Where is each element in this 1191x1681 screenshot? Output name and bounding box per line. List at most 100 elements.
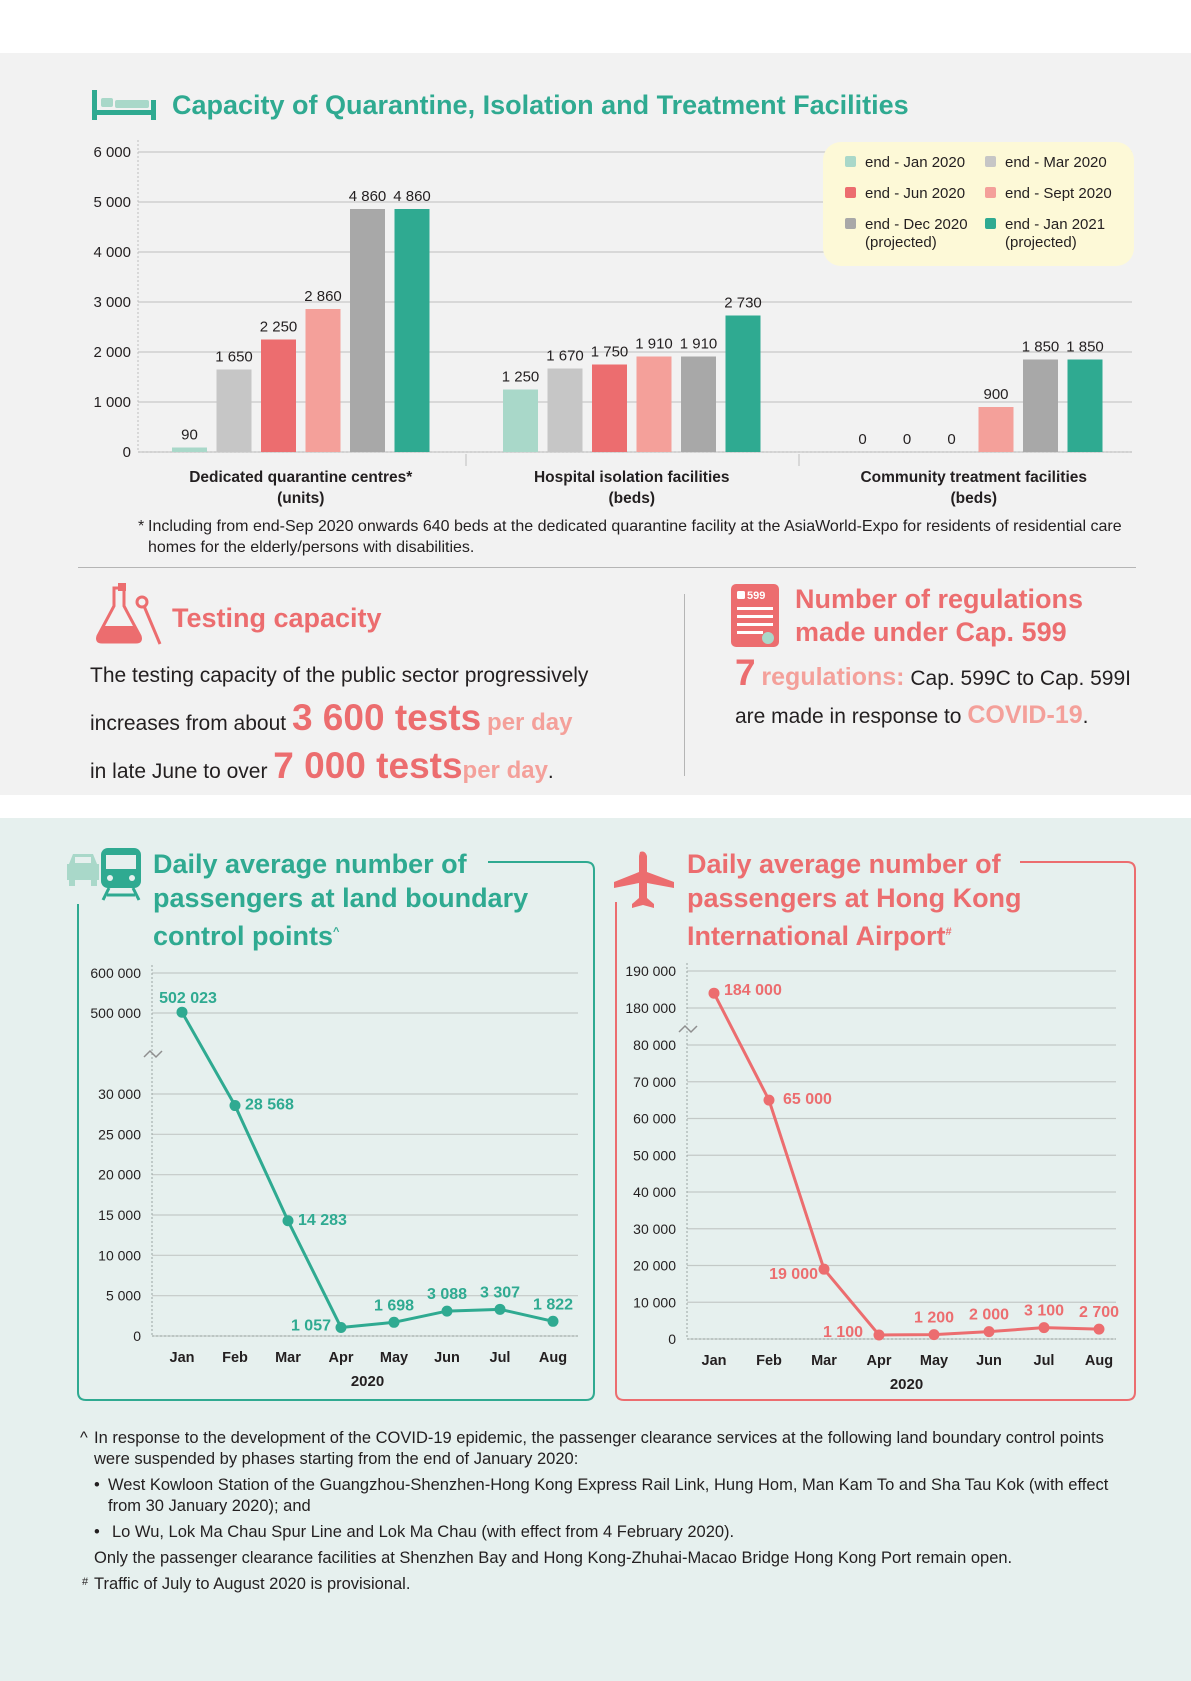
footnote-marker: * xyxy=(138,518,145,535)
x-tick-label: Apr xyxy=(867,1353,892,1369)
y-tick-label: 5 000 xyxy=(106,1288,141,1304)
horizontal-divider xyxy=(78,567,1136,568)
x-tick-label: May xyxy=(380,1350,408,1366)
bar-value-label: 1 670 xyxy=(546,348,584,365)
bar xyxy=(547,368,583,452)
bar-value-label: 2 250 xyxy=(260,319,298,336)
data-label: 1 057 xyxy=(291,1317,331,1334)
land-passengers-line-chart: 0 5 000 10 000 15 000 20 000 25 000 30 000 500 … xyxy=(90,965,578,1390)
airport-passengers-line-chart: 0 10 000 20 000 30 000 40 000 50 000 60 000 70 … xyxy=(625,963,1119,1393)
y-tick-label: 20 000 xyxy=(633,1258,676,1274)
x-axis-title: 2020 xyxy=(890,1376,923,1393)
bar xyxy=(172,447,207,452)
airplane-icon xyxy=(614,851,674,908)
note-bullet-1: • West Kowloon Station of the Guangzhou-… xyxy=(94,1476,1109,1515)
regulations-count: 7 xyxy=(735,652,756,693)
data-point xyxy=(708,987,720,999)
y-tick-label: 40 000 xyxy=(633,1184,676,1200)
bar xyxy=(305,309,341,452)
legend-swatch xyxy=(845,156,856,167)
x-tick-label: Apr xyxy=(329,1350,354,1366)
category-label: Hospital isolation facilities xyxy=(534,469,730,486)
legend-label: (projected) xyxy=(865,234,937,251)
data-point xyxy=(282,1215,294,1227)
bar xyxy=(216,369,252,452)
passengers-panel xyxy=(0,818,1191,1681)
regulations-text: Cap. 599C to Cap. 599I are made in respo… xyxy=(735,667,1131,728)
y-tick-label: 5 000 xyxy=(93,194,131,211)
legend-swatch xyxy=(845,218,856,229)
testing-line-2: increases from about 3 600 tests per day xyxy=(90,697,573,738)
x-tick-label: Aug xyxy=(539,1350,567,1366)
bar-value-label: 2 860 xyxy=(304,288,342,305)
bar-value-label: 0 xyxy=(903,431,911,448)
data-point xyxy=(388,1316,400,1328)
bar-value-label: 900 xyxy=(983,386,1008,403)
legend-label: (projected) xyxy=(1005,234,1077,251)
bar-value-label: 1 910 xyxy=(635,336,673,353)
category-label: Dedicated quarantine centres* xyxy=(189,469,413,486)
data-point xyxy=(1038,1322,1050,1334)
data-point xyxy=(547,1315,559,1327)
data-point xyxy=(818,1263,830,1275)
caret-note: ^ In response to the development of the … xyxy=(80,1429,1104,1468)
y-tick-label: 600 000 xyxy=(90,965,141,981)
legend-label: end - Jun 2020 xyxy=(865,185,965,202)
data-point xyxy=(873,1329,885,1341)
y-tick-label: 30 000 xyxy=(98,1086,141,1102)
x-tick-label: Jan xyxy=(170,1350,195,1366)
series-line xyxy=(180,1011,554,1329)
series-line xyxy=(712,992,1100,1337)
y-tick-label: 4 000 xyxy=(93,244,131,261)
axis-break-mark xyxy=(678,1024,698,1034)
regulations-title: Number of regulations made under Cap. 59… xyxy=(795,584,1084,647)
airport-chart-title: Daily average number of passengers at Ho… xyxy=(687,849,1022,951)
testing-body: The testing capacity of the public secto… xyxy=(90,655,650,793)
bar-value-label: 1 850 xyxy=(1066,339,1104,356)
testing-line-1: The testing capacity of the public secto… xyxy=(90,664,589,687)
bar xyxy=(394,209,430,452)
data-label: 65 000 xyxy=(783,1091,832,1108)
bottom-notes: ^ In response to the development of the … xyxy=(80,1428,1120,1595)
svg-text:599: 599 xyxy=(747,590,765,602)
data-label: 28 568 xyxy=(245,1097,294,1114)
x-tick-label: Jun xyxy=(434,1350,460,1366)
category-label: Community treatment facilities xyxy=(860,469,1087,486)
bar xyxy=(681,356,716,452)
y-tick-label: 3 000 xyxy=(93,294,131,311)
bar-value-label: 0 xyxy=(947,431,955,448)
testing-num-1: 3 600 tests xyxy=(291,697,482,738)
y-tick-label: 50 000 xyxy=(633,1147,676,1163)
category-label: (units) xyxy=(277,490,324,507)
open-note: Only the passenger clearance facilities … xyxy=(94,1549,1013,1567)
data-point xyxy=(176,1006,188,1018)
y-tick-label: 20 000 xyxy=(98,1167,141,1183)
y-tick-label: 190 000 xyxy=(625,963,676,979)
data-label: 19 000 xyxy=(769,1266,818,1283)
data-point xyxy=(983,1326,995,1338)
data-point xyxy=(928,1329,940,1341)
data-label: 1 200 xyxy=(914,1310,954,1327)
x-tick-label: Mar xyxy=(275,1350,301,1366)
data-label: 3 307 xyxy=(480,1284,520,1301)
bar-value-label: 1 850 xyxy=(1022,339,1060,356)
x-tick-label: Feb xyxy=(756,1353,782,1369)
bar-value-label: 1 650 xyxy=(215,349,253,366)
y-tick-label: 0 xyxy=(133,1328,141,1344)
regulations-body: 7 regulations: Cap. 599C to Cap. 599I ar… xyxy=(735,652,1131,729)
testing-num-2: 7 000 tests xyxy=(273,745,463,786)
x-tick-label: Jun xyxy=(976,1353,1002,1369)
line-chart-frames xyxy=(77,861,1136,1401)
bar-value-label: 90 xyxy=(181,427,198,444)
data-point xyxy=(763,1094,775,1106)
bed-icon xyxy=(92,90,156,120)
y-tick-label: 30 000 xyxy=(633,1221,676,1237)
bar xyxy=(503,389,538,452)
data-point xyxy=(494,1303,506,1315)
hash-marker: # xyxy=(945,926,952,938)
testing-line-3: in late June to over 7 000 testsper day. xyxy=(90,745,554,786)
capacity-title: Capacity of Quarantine, Isolation and Tr… xyxy=(172,90,909,120)
y-tick-label: 10 000 xyxy=(633,1294,676,1310)
y-tick-label: 6 000 xyxy=(93,144,131,161)
data-label: 14 283 xyxy=(298,1212,347,1229)
